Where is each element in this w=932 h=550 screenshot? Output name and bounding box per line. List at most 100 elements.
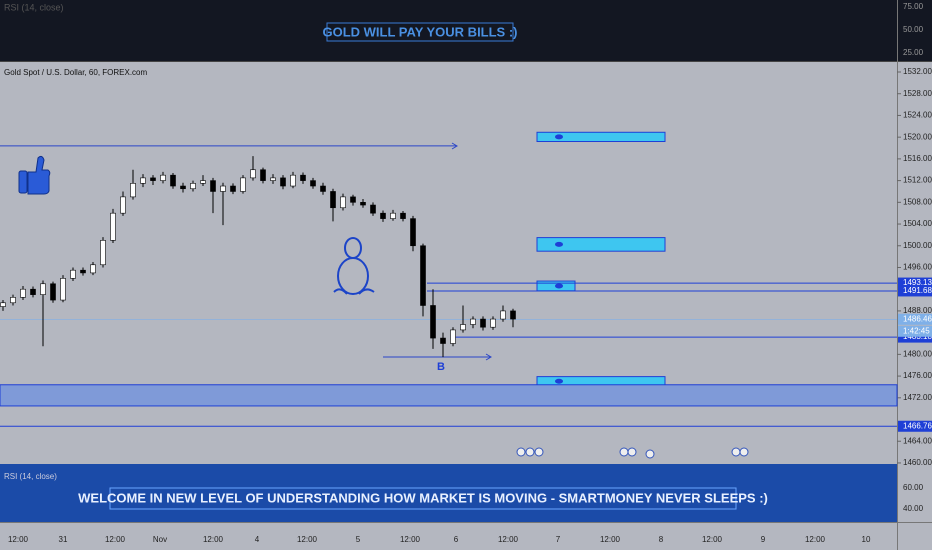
time-label: 5: [356, 535, 361, 544]
candle-body: [190, 183, 196, 190]
candle-body: [500, 310, 506, 320]
time-label: 31: [59, 535, 68, 544]
candle-body: [340, 196, 346, 209]
candle-body: [170, 174, 176, 187]
price-tick-label: 1496.00: [903, 263, 932, 272]
candle-body: [360, 202, 366, 206]
candle-body: [280, 177, 286, 187]
countdown-bg: [898, 325, 932, 337]
price-label-bg: [898, 313, 932, 325]
time-label: 6: [454, 535, 459, 544]
price-tick-label: 1464.00: [903, 436, 932, 445]
time-label: 12:00: [297, 535, 318, 544]
eye-icon: [555, 283, 563, 289]
arrow-head: [451, 142, 458, 150]
price-tick-label: 1520.00: [903, 132, 932, 141]
candle-body: [40, 283, 46, 295]
candle-body: [110, 212, 116, 241]
time-label: 4: [255, 535, 260, 544]
chart-title: Gold Spot / U.S. Dollar, 60, FOREX.com: [4, 68, 148, 77]
candle-body: [430, 305, 436, 339]
candle-body: [200, 180, 206, 184]
candle-body: [150, 177, 156, 181]
banner: WELCOME IN NEW LEVEL OF UNDERSTANDING HO…: [78, 490, 768, 505]
candle-body: [260, 169, 266, 181]
candle-body: [320, 185, 326, 192]
candle-body: [10, 297, 16, 304]
candle-body: [80, 269, 86, 274]
price-tick-label: 1472.00: [903, 393, 932, 402]
rsi-title: RSI (14, close): [4, 2, 64, 12]
time-label: 12:00: [105, 535, 126, 544]
arrow-head: [485, 353, 492, 361]
penguin-icon: [333, 237, 375, 295]
price-tick-label: 1524.00: [903, 111, 932, 120]
time-label: 12:00: [805, 535, 826, 544]
thumbs-up-icon: [18, 155, 51, 195]
price-tick-label: 1508.00: [903, 197, 932, 206]
candle-body: [470, 318, 476, 325]
time-label: 12:00: [600, 535, 621, 544]
time-label: 10: [862, 535, 871, 544]
time-label: 12:00: [8, 535, 29, 544]
candle-body: [100, 240, 106, 266]
time-axis: [0, 522, 932, 550]
banner-box: [326, 22, 514, 42]
candle-body: [220, 185, 226, 192]
candle-body: [50, 283, 56, 301]
time-label: Nov: [153, 535, 167, 544]
time-label: 8: [659, 535, 664, 544]
eye-icon: [555, 134, 563, 140]
price-label: 1493.13: [903, 278, 932, 287]
zone-band: [0, 384, 898, 407]
time-label: 12:00: [400, 535, 421, 544]
candle-body: [230, 185, 236, 192]
candle-body: [400, 212, 406, 219]
candle-body: [480, 318, 486, 328]
rsi-title: RSI (14, close): [4, 472, 57, 481]
candle-body: [180, 185, 186, 190]
candle-body: [60, 278, 66, 301]
event-icons: [516, 447, 749, 459]
candle-body: [510, 310, 516, 320]
price-tick-label: 1516.00: [903, 154, 932, 163]
time-label: 12:00: [203, 535, 224, 544]
rsi-tick-label: 75.00: [903, 2, 924, 11]
bottom-pane: [0, 464, 897, 522]
price-tick-label: 1480.00: [903, 349, 932, 358]
price-label: 1486.46: [903, 314, 932, 323]
price-label-bg: [898, 285, 932, 297]
eye-icon: [555, 378, 563, 384]
annotation: B: [437, 361, 445, 373]
zone-box: [536, 237, 666, 252]
price-tick-label: 1512.00: [903, 176, 932, 185]
candle-body: [310, 180, 316, 187]
rsi-tick-label: 25.00: [903, 48, 924, 57]
price-label-bg: [898, 420, 932, 432]
banner: GOLD WILL PAY YOUR BILLS :): [322, 24, 517, 39]
top-pane: [0, 0, 932, 61]
candle-body: [0, 302, 6, 307]
rsi-tick-label: 40.00: [903, 504, 924, 513]
candle-body: [410, 218, 416, 247]
candle-body: [440, 337, 446, 344]
candle-body: [20, 288, 26, 298]
rsi-axis-top: [897, 0, 932, 61]
rsi-tick-label: 60.00: [903, 483, 924, 492]
candle-body: [270, 177, 276, 181]
candle-body: [120, 196, 126, 214]
candle-body: [160, 174, 166, 181]
eye-icon: [555, 241, 563, 247]
candle-body: [140, 177, 146, 184]
candle-body: [460, 324, 466, 331]
time-label: 12:00: [498, 535, 519, 544]
banner-box: [109, 487, 737, 510]
price-axis: [897, 0, 932, 550]
candle-body: [70, 269, 76, 279]
candle-body: [250, 169, 256, 179]
price-tick-label: 1460.00: [903, 458, 932, 467]
price-label-bg: [898, 331, 932, 343]
price-tick-label: 1488.00: [903, 306, 932, 315]
candle-body: [90, 264, 96, 274]
